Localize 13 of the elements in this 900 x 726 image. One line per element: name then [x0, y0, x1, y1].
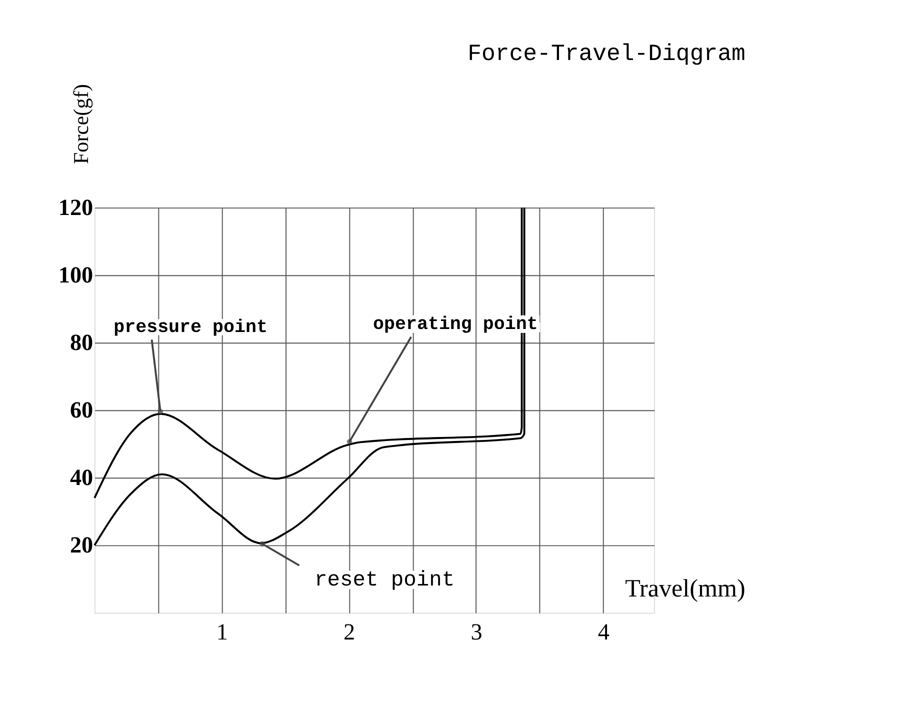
x-tick-label: 2: [344, 619, 356, 646]
chart-title: Force-Travel-Diqgram: [468, 40, 746, 67]
y-axis-title: Force(gf): [68, 84, 93, 164]
x-tick-label: 4: [598, 619, 610, 646]
y-tick-label: 60: [70, 397, 94, 424]
x-tick-label: 3: [470, 619, 482, 646]
x-tick-label: 1: [216, 619, 228, 646]
y-tick-label: 20: [70, 532, 94, 558]
y-tick-label: 100: [58, 262, 94, 288]
x-axis-title: Travel(mm): [625, 575, 746, 602]
y-tick-label: 120: [58, 194, 94, 221]
y-tick-label: 40: [70, 464, 94, 491]
y-tick-label: 80: [70, 330, 94, 356]
